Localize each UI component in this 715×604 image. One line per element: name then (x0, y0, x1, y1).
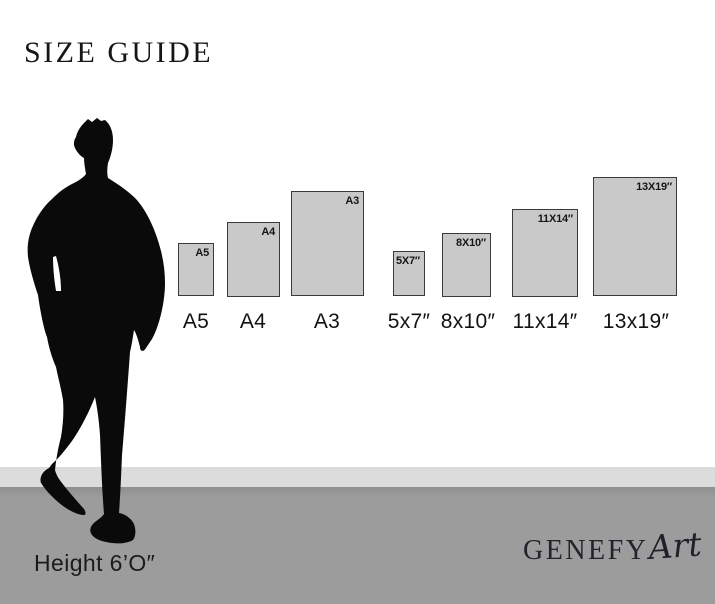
frame-inner-label-11x14: 11X14″ (537, 213, 573, 225)
brand-logo: GENEFY Art (523, 524, 703, 567)
size-caption-a3: A3 (313, 310, 341, 333)
size-caption-a4: A4 (239, 310, 267, 333)
size-caption-11x14: 11x14″ (512, 310, 578, 333)
size-caption-a5: A5 (182, 310, 210, 333)
frame-inner-label-13x19: 13X19″ (636, 181, 672, 193)
size-frame-a5: A5 (178, 243, 214, 296)
size-frame-13x19: 13X19″ (593, 177, 677, 296)
size-frame-11x14: 11X14″ (512, 209, 578, 297)
brand-script-text: Art (647, 524, 704, 567)
floor-light-band (0, 467, 715, 487)
size-frame-a3: A3 (291, 191, 364, 296)
size-caption-13x19: 13x19″ (602, 310, 670, 333)
size-frame-a4: A4 (227, 222, 280, 297)
size-caption-8x10: 8x10″ (440, 310, 496, 333)
height-label: Height 6’O″ (34, 550, 156, 576)
page-title: SIZE GUIDE (24, 36, 214, 69)
size-frame-5x7: 5X7″ (393, 251, 425, 296)
size-caption-5x7: 5x7″ (387, 310, 431, 333)
frame-inner-label-5x7: 5X7″ (395, 255, 420, 267)
size-frame-8x10: 8X10″ (442, 233, 491, 297)
frame-inner-label-a3: A3 (345, 195, 359, 207)
frame-inner-label-a4: A4 (261, 226, 275, 238)
brand-name-text: GENEFY (523, 535, 649, 566)
frame-inner-label-a5: A5 (195, 247, 209, 259)
frame-inner-label-8x10: 8X10″ (456, 237, 486, 249)
